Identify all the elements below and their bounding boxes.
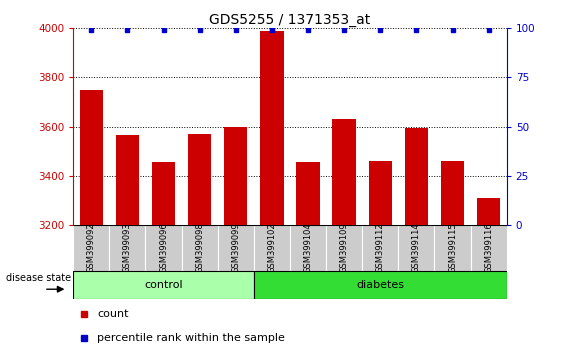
Text: count: count [97,309,128,319]
Text: GSM399112: GSM399112 [376,222,385,273]
Bar [218,225,254,271]
Bar [435,225,471,271]
Bar [181,225,218,271]
Bar [477,198,501,225]
Bar [326,225,362,271]
Text: GSM399116: GSM399116 [484,222,493,273]
Text: GSM399109: GSM399109 [339,222,348,273]
Bar [332,119,356,225]
Bar [254,225,290,271]
Bar [115,135,139,225]
Text: GSM399115: GSM399115 [448,222,457,273]
Text: percentile rank within the sample: percentile rank within the sample [97,332,285,343]
Bar [405,128,428,225]
Bar [188,134,211,225]
Bar [145,225,181,271]
Bar [79,90,103,225]
Text: GSM399104: GSM399104 [303,222,312,273]
Bar [224,126,248,225]
Bar [362,225,399,271]
Text: GSM399098: GSM399098 [195,222,204,273]
Text: GSM399092: GSM399092 [87,222,96,273]
Text: GSM399102: GSM399102 [267,222,276,273]
Text: control: control [144,280,183,290]
Title: GDS5255 / 1371353_at: GDS5255 / 1371353_at [209,13,370,27]
Text: GSM399093: GSM399093 [123,222,132,273]
Text: GSM399099: GSM399099 [231,222,240,273]
Bar [260,31,284,225]
Bar [296,162,320,225]
Bar [471,225,507,271]
Text: GSM399114: GSM399114 [412,222,421,273]
Text: GSM399096: GSM399096 [159,222,168,273]
Bar [441,161,464,225]
Text: diabetes: diabetes [356,280,404,290]
Bar [73,271,254,299]
Text: disease state: disease state [6,273,71,283]
Bar [73,225,109,271]
Bar [369,161,392,225]
Bar [109,225,145,271]
Bar [399,225,435,271]
Bar [152,162,175,225]
Bar [254,271,507,299]
Bar [290,225,326,271]
